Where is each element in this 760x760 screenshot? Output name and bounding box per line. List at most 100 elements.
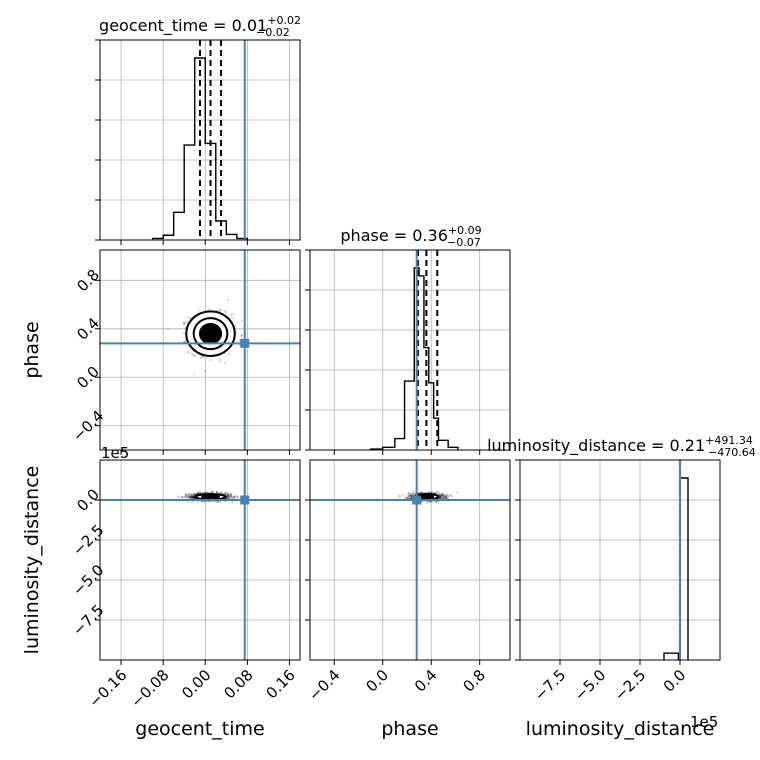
sample-point: [211, 491, 214, 494]
xtick-label-geocent_time: −0.08: [127, 666, 172, 711]
sample-point: [181, 496, 184, 499]
sample-point: [443, 497, 447, 500]
sample-point: [229, 493, 233, 496]
sample-point: [409, 493, 413, 496]
sample-point: [219, 308, 222, 312]
data-panel-2-1: [310, 460, 510, 660]
sample-point: [441, 494, 444, 497]
sample-point: [439, 494, 442, 497]
xtick-label-luminosity_distance: −2.5: [611, 666, 649, 704]
ytick-label-phase: 0.4: [73, 314, 103, 344]
sample-point: [408, 494, 411, 497]
sample-point: [192, 495, 195, 498]
sample-point: [230, 317, 234, 320]
sample-point: [183, 340, 186, 343]
xtick-label-geocent_time: −0.16: [85, 666, 130, 711]
sample-point: [228, 352, 231, 356]
sample-point: [187, 351, 190, 354]
sample-point: [433, 491, 437, 494]
sample-point: [450, 495, 454, 498]
sample-point: [447, 497, 450, 500]
ylabel-luminosity-distance: luminosity_distance: [21, 466, 43, 655]
sample-point: [186, 495, 189, 498]
xtick-label-geocent_time: 0.00: [178, 666, 214, 702]
sample-point: [224, 311, 227, 314]
sample-point: [222, 492, 226, 495]
sample-point: [192, 496, 195, 499]
sample-point: [199, 491, 202, 494]
sample-point: [448, 494, 451, 497]
sample-point: [442, 497, 445, 500]
sample-point: [190, 494, 193, 497]
sample-point: [444, 494, 447, 497]
sample-point: [449, 493, 452, 496]
sample-point: [211, 491, 215, 494]
sample-point: [230, 495, 233, 498]
title-phase-minus: −0.07: [447, 236, 481, 249]
sample-point: [193, 493, 197, 496]
sample-point: [235, 495, 238, 498]
sample-point: [440, 492, 443, 496]
sample-point: [177, 496, 181, 499]
data-panel-0-0: [151, 40, 249, 240]
xtick-label-phase: 0.4: [411, 666, 441, 696]
xtick-label-geocent_time: 0.16: [262, 666, 298, 702]
sample-point: [438, 496, 442, 499]
sample-point: [191, 496, 195, 499]
histogram-luminosity_distance: [663, 477, 689, 660]
sample-point: [418, 491, 421, 494]
sample-point: [203, 491, 206, 494]
sample-point: [409, 497, 413, 500]
sample-point: [230, 494, 233, 497]
data-panel-1-0: [100, 250, 300, 450]
sample-point: [226, 497, 229, 500]
sample-point: [398, 494, 401, 497]
plot-data: [100, 40, 689, 660]
sample-point: [405, 496, 408, 499]
sample-point: [411, 491, 415, 494]
sample-point: [192, 496, 195, 500]
sample-point: [202, 356, 205, 359]
sample-point: [185, 493, 188, 496]
sample-point: [229, 313, 233, 316]
data-panel-1-1: [369, 250, 459, 450]
sample-point: [206, 491, 209, 494]
sample-point: [189, 496, 192, 499]
sample-point: [188, 493, 191, 496]
histogram-phase: [369, 267, 459, 450]
sample-point: [191, 495, 194, 499]
sample-point: [405, 497, 408, 500]
sample-point: [191, 496, 195, 499]
sample-point: [441, 493, 444, 496]
xtick-label-luminosity_distance: −7.5: [531, 666, 569, 704]
sample-point: [183, 496, 186, 499]
sample-point: [406, 492, 410, 495]
sample-point: [199, 356, 202, 360]
sample-point: [438, 496, 442, 499]
sample-point: [224, 491, 227, 495]
sample-point: [441, 495, 444, 498]
sample-point: [186, 320, 189, 324]
sample-point: [234, 324, 237, 327]
title-luminosity-distance-minus: −470.64: [708, 446, 756, 459]
sample-point: [241, 319, 244, 322]
sample-point: [182, 332, 186, 335]
xtick-label-phase: 0.0: [362, 666, 392, 696]
sample-point: [192, 493, 195, 496]
sample-point: [231, 496, 234, 499]
sample-point: [182, 322, 185, 326]
sample-point: [439, 495, 443, 498]
offset-text-y: 1e5: [101, 444, 129, 462]
sample-point: [219, 360, 222, 363]
sample-point: [190, 497, 193, 500]
sample-point: [407, 496, 410, 499]
sample-point: [439, 496, 442, 499]
sample-point: [443, 495, 446, 498]
sample-point: [439, 494, 442, 497]
sample-point: [412, 492, 415, 495]
sample-point: [409, 495, 412, 498]
sample-point: [403, 496, 407, 499]
sample-point: [226, 496, 230, 499]
sample-point: [185, 495, 188, 498]
sample-point: [226, 495, 230, 499]
